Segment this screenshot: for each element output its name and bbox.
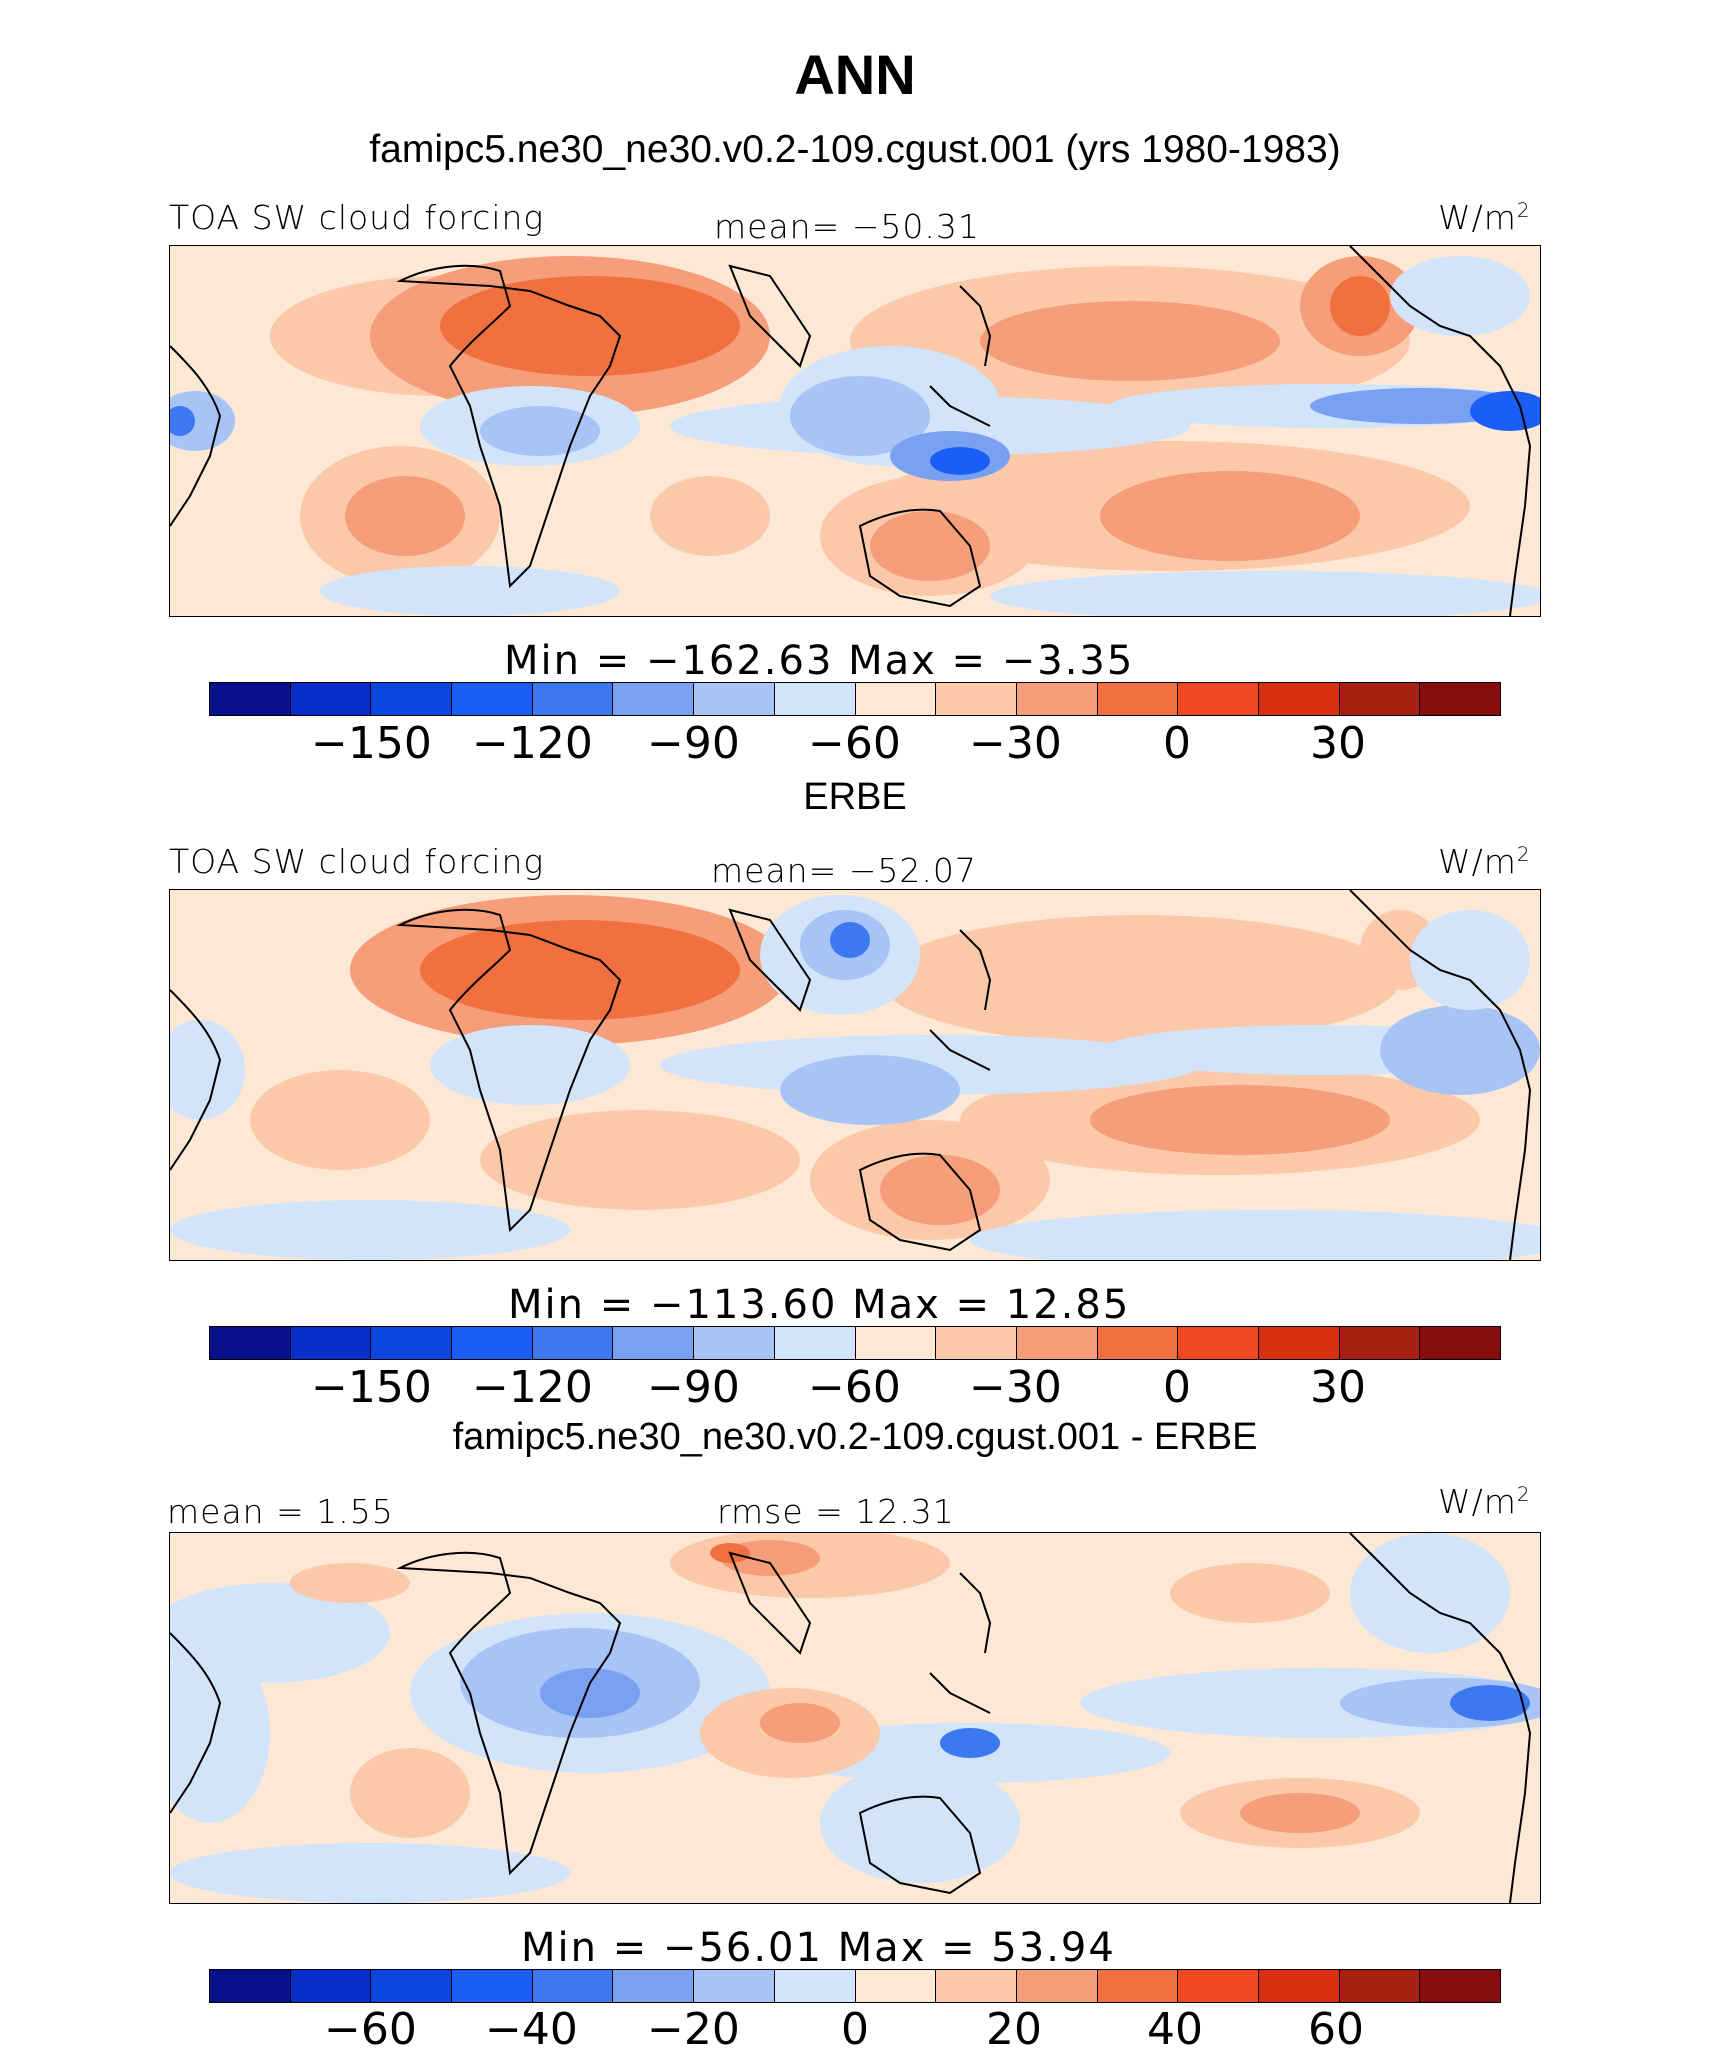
colorbar-swatch bbox=[613, 1327, 695, 1359]
panel2-section-title: ERBE bbox=[803, 776, 907, 818]
colorbar-swatch bbox=[1339, 683, 1421, 715]
colorbar-swatch bbox=[694, 683, 775, 715]
panel1-tick: −150 bbox=[311, 718, 432, 769]
panel2-tick: −150 bbox=[311, 1362, 432, 1413]
panel1-min-max: Min = −162.63 Max = −3.35 bbox=[504, 638, 1135, 684]
colorbar-swatch bbox=[613, 683, 695, 715]
panel3-units: W/m2 bbox=[1438, 1482, 1531, 1521]
panel1-units: W/m2 bbox=[1438, 198, 1531, 237]
case-subtitle: famipc5.ne30_ne30.v0.2-109.cgust.001 (yr… bbox=[369, 128, 1341, 171]
panel1-left-label: TOA SW cloud forcing bbox=[169, 198, 545, 237]
panel1-tick: −60 bbox=[808, 718, 901, 769]
colorbar-swatch bbox=[1420, 1327, 1500, 1359]
panel2-tick: 30 bbox=[1310, 1362, 1366, 1413]
colorbar-swatch bbox=[532, 1327, 614, 1359]
colorbar-swatch bbox=[452, 1327, 533, 1359]
colorbar-swatch bbox=[1339, 1327, 1421, 1359]
colorbar-swatch bbox=[1258, 1327, 1340, 1359]
colorbar-swatch bbox=[1178, 1327, 1259, 1359]
panel3-colorbar bbox=[209, 1969, 1501, 2003]
panel3-map bbox=[169, 1532, 1541, 1904]
colorbar-swatch bbox=[1016, 1970, 1098, 2002]
colorbar-swatch bbox=[452, 683, 533, 715]
panel3-tick: 0 bbox=[841, 2004, 869, 2055]
panel2-tick: −30 bbox=[969, 1362, 1062, 1413]
colorbar-swatch bbox=[371, 1970, 453, 2002]
panel3-tick: 20 bbox=[986, 2004, 1042, 2055]
panel1-mean: mean= −50.31 bbox=[714, 207, 980, 246]
colorbar-swatch bbox=[855, 1970, 937, 2002]
colorbar-swatch bbox=[774, 683, 856, 715]
panel3-min-max: Min = −56.01 Max = 53.94 bbox=[521, 1925, 1116, 1971]
colorbar-swatch bbox=[1258, 683, 1340, 715]
colorbar-swatch bbox=[1016, 1327, 1098, 1359]
colorbar-swatch bbox=[774, 1327, 856, 1359]
colorbar-swatch bbox=[855, 683, 937, 715]
panel3-map-svg bbox=[170, 1533, 1540, 1903]
panel2-min-max: Min = −113.60 Max = 12.85 bbox=[508, 1282, 1131, 1328]
colorbar-swatch bbox=[1097, 1970, 1179, 2002]
panel1-tick: 0 bbox=[1163, 718, 1191, 769]
panel2-tick: −90 bbox=[647, 1362, 740, 1413]
colorbar-swatch bbox=[210, 683, 291, 715]
colorbar-swatch bbox=[694, 1327, 775, 1359]
panel2-mean: mean= −52.07 bbox=[711, 851, 977, 890]
colorbar-swatch bbox=[936, 1970, 1017, 2002]
panel1-tick: −120 bbox=[472, 718, 593, 769]
colorbar-swatch bbox=[371, 683, 453, 715]
panel2-tick: 0 bbox=[1163, 1362, 1191, 1413]
panel2-tick: −120 bbox=[472, 1362, 593, 1413]
panel2-left-label: TOA SW cloud forcing bbox=[169, 842, 545, 881]
panel2-map bbox=[169, 889, 1541, 1261]
colorbar-swatch bbox=[1420, 683, 1500, 715]
panel3-tick: −20 bbox=[647, 2004, 740, 2055]
panel2-map-svg bbox=[170, 890, 1540, 1260]
panel1-tick: 30 bbox=[1310, 718, 1366, 769]
panel3-mean: mean = 1.55 bbox=[167, 1492, 394, 1531]
colorbar-swatch bbox=[613, 1970, 695, 2002]
panel2-units: W/m2 bbox=[1438, 842, 1531, 881]
colorbar-swatch bbox=[532, 683, 614, 715]
panel1-map bbox=[169, 245, 1541, 617]
colorbar-swatch bbox=[1178, 1970, 1259, 2002]
colorbar-swatch bbox=[371, 1327, 453, 1359]
colorbar-swatch bbox=[1097, 1327, 1179, 1359]
panel3-rmse: rmse = 12.31 bbox=[717, 1492, 955, 1531]
panel3-section-title: famipc5.ne30_ne30.v0.2-109.cgust.001 - E… bbox=[452, 1416, 1258, 1458]
panel3-tick: 40 bbox=[1147, 2004, 1203, 2055]
colorbar-swatch bbox=[1420, 1970, 1500, 2002]
panel1-colorbar bbox=[209, 682, 1501, 716]
colorbar-swatch bbox=[452, 1970, 533, 2002]
colorbar-swatch bbox=[1258, 1970, 1340, 2002]
panel3-tick: −60 bbox=[324, 2004, 417, 2055]
figure-title: ANN bbox=[794, 43, 916, 106]
colorbar-swatch bbox=[855, 1327, 937, 1359]
colorbar-swatch bbox=[1339, 1970, 1421, 2002]
panel2-colorbar bbox=[209, 1326, 1501, 1360]
colorbar-swatch bbox=[936, 683, 1017, 715]
colorbar-swatch bbox=[532, 1970, 614, 2002]
colorbar-swatch bbox=[774, 1970, 856, 2002]
colorbar-swatch bbox=[290, 683, 372, 715]
colorbar-swatch bbox=[1016, 683, 1098, 715]
colorbar-swatch bbox=[694, 1970, 775, 2002]
panel3-tick: −40 bbox=[485, 2004, 578, 2055]
colorbar-swatch bbox=[290, 1970, 372, 2002]
panel1-tick: −30 bbox=[969, 718, 1062, 769]
colorbar-swatch bbox=[290, 1327, 372, 1359]
colorbar-swatch bbox=[210, 1970, 291, 2002]
colorbar-swatch bbox=[936, 1327, 1017, 1359]
panel2-tick: −60 bbox=[808, 1362, 901, 1413]
panel1-map-svg bbox=[170, 246, 1540, 616]
colorbar-swatch bbox=[1178, 683, 1259, 715]
panel1-tick: −90 bbox=[647, 718, 740, 769]
panel3-tick: 60 bbox=[1308, 2004, 1364, 2055]
colorbar-swatch bbox=[210, 1327, 291, 1359]
colorbar-swatch bbox=[1097, 683, 1179, 715]
